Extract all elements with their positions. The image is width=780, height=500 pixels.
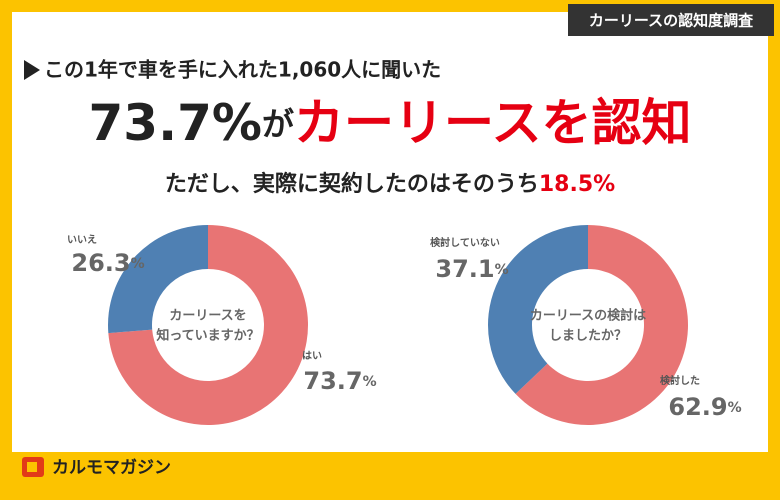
chart-title: カーリースの検討は [530,308,646,324]
value-label: 73.7% [303,367,376,395]
logo: カルモマガジン [52,458,171,478]
donut-slice [487,225,588,394]
sub-emphasis: 18.5% [539,172,615,197]
sub-text: ただし、実際に契約したのはそのうち [165,171,539,197]
value-number: 62.9 [668,393,727,421]
headline: 73.7%がカーリースを認知 [89,94,692,152]
chart-title: カーリースを [169,309,246,324]
value-unit: % [363,374,377,390]
category-label: はい [302,350,322,362]
donut-slice [108,225,309,426]
value-unit: % [495,262,509,278]
value-unit: % [131,256,145,272]
value-label: 37.1% [435,255,508,283]
chart-title: しましたか？ [549,329,627,344]
value-unit: % [728,400,742,416]
category-label: いいえ [67,234,97,246]
tag: カーリースの認知度調査 [589,12,754,30]
lead-arrow [24,60,40,80]
donut-slice [515,225,688,426]
value-label: 26.3% [71,249,144,277]
category-label: 検討していない [430,236,500,249]
value-label: 62.9% [668,393,741,421]
headline-emphasis: カーリースを認知 [294,94,692,152]
value-number: 37.1 [435,255,494,283]
lead: この1年で車を手に入れた1,060人に聞いた [44,58,441,82]
value-number: 73.7 [303,367,362,395]
sub: ただし、実際に契約したのはそのうち18.5% [165,171,615,197]
logo-box [18,453,178,483]
headline-number: 73.7% [89,94,262,152]
headline-particle: が [262,105,294,143]
donut-slice [108,225,208,334]
value-number: 26.3 [71,249,130,277]
logo-icon-window [27,462,37,472]
chart-title: 知っていますか？ [156,328,259,344]
tag-box [568,4,774,36]
category-label: 検討した [660,374,700,387]
